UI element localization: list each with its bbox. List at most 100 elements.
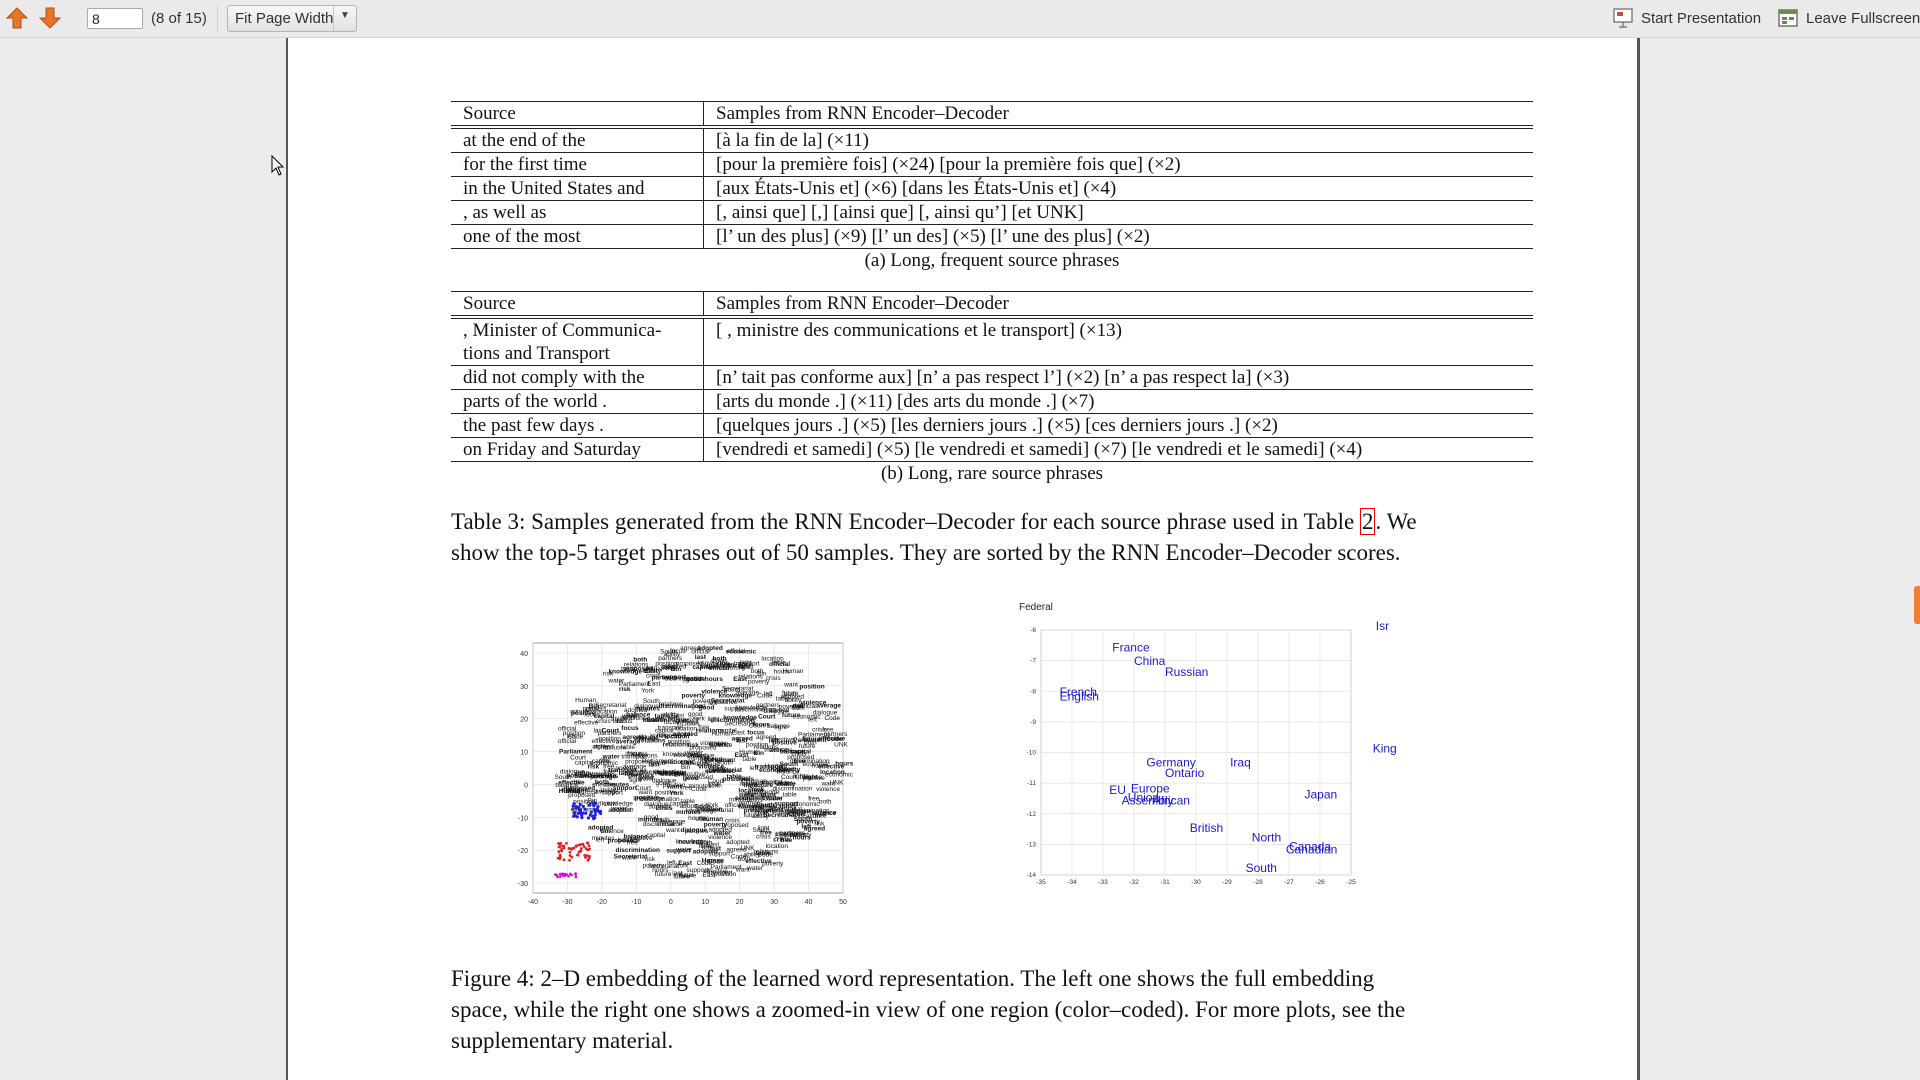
embedding-word: free: [822, 727, 834, 734]
embedding-word: economic: [673, 752, 702, 759]
embedding-point-red: [583, 853, 587, 857]
embedding-full-plot: -40 -30 -20 -10 0 10 20 30 40 50 40 30 20 10 0 -10 -20 -3…: [518, 642, 854, 906]
arrow-up-icon[interactable]: [5, 6, 29, 30]
embedding-point-red: [575, 844, 578, 848]
embedding-word: balance: [626, 712, 651, 719]
viewer-toolbar: (8 of 15) Fit Page Width ▼ Start Present…: [0, 0, 1920, 38]
embedding-point-blue: [596, 805, 600, 809]
embedding-word: effective: [592, 782, 616, 789]
embedding-word: UNK: [712, 766, 726, 773]
embedding-word: ability: [776, 781, 795, 788]
embedding-word: Bin: [589, 703, 600, 710]
embedding-word: future: [680, 872, 697, 879]
embedding-word: York: [708, 782, 722, 789]
figure-4-caption: Figure 4: 2–D embedding of the learned w…: [451, 963, 1483, 1056]
embedding-word: Human: [575, 697, 596, 704]
embedding-word: table: [782, 780, 796, 787]
embedding-word: Code: [774, 780, 790, 787]
arrow-down-icon[interactable]: [38, 6, 62, 30]
embedding-word: Bin: [757, 671, 767, 678]
embedding-word: agreed: [769, 707, 790, 714]
embedding-word: left: [667, 859, 676, 866]
embedding-word: poverty: [615, 765, 637, 772]
start-presentation-button[interactable]: Start Presentation: [1612, 7, 1772, 31]
document-viewer[interactable]: Source Samples from RNN Encoder–Decoder …: [0, 38, 1920, 1080]
embedding-word: economic: [792, 801, 821, 808]
embedding-word: balance: [715, 699, 738, 706]
embedding-word: Parliament: [750, 807, 784, 814]
embedding-word: relations: [621, 715, 646, 722]
embedding-word: crisis: [773, 836, 790, 843]
embedding-word: economic: [825, 771, 854, 778]
leave-fullscreen-button[interactable]: Leave Fullscreen: [1777, 7, 1920, 31]
embedding-point-blue: [586, 816, 591, 820]
embedding-word: light: [740, 660, 752, 667]
embedding-word: location: [643, 717, 668, 724]
x-tick-label: 20: [736, 899, 744, 906]
page-number-input[interactable]: [87, 8, 143, 29]
table-cell: [pour la première fois] (×24) [pour la p…: [703, 152, 1533, 177]
embedding-word: positive: [683, 676, 705, 683]
embedding-point-red: [570, 855, 574, 859]
embedding-word: minutes: [689, 783, 713, 790]
x-tick-label: -40: [528, 899, 538, 906]
zoom-dropdown-toggle[interactable]: ▼: [333, 6, 356, 31]
embedding-word: water: [637, 776, 655, 783]
embedding-word: discrimination: [616, 847, 660, 854]
embedding-word: positive: [683, 771, 705, 778]
embedding-word: transport: [608, 767, 637, 774]
embedding-word: support: [687, 754, 709, 761]
zoom-select[interactable]: Fit Page Width ▼: [227, 5, 357, 32]
embedding-word: Code: [757, 851, 773, 858]
y-tick-label: -10: [1027, 750, 1037, 757]
embedding-word: proposed: [676, 660, 703, 667]
table-cell: the past few days .: [451, 413, 704, 438]
embedding-word: Parliament: [668, 717, 699, 724]
embedding-word: position: [573, 798, 596, 805]
embedding-word: water: [737, 803, 755, 810]
embedding-word: good: [740, 793, 755, 800]
embedding-word: proposed: [568, 792, 595, 799]
embedding-word: focus: [670, 648, 686, 655]
embedding-word: agreed: [732, 736, 753, 743]
embedding-word: position: [667, 738, 690, 745]
embedding-word: good: [686, 676, 702, 683]
x-tick-label: -35: [1036, 879, 1046, 886]
embedding-word: East: [678, 860, 693, 867]
embedding-word: risk: [645, 856, 656, 863]
embedding-point-blue: [583, 807, 587, 811]
embedding-point-red: [581, 842, 585, 846]
embedding-word: Code: [691, 786, 707, 793]
embedding-word: want: [820, 781, 835, 788]
embedding-word: effective: [574, 720, 598, 727]
table-cell: tions and Transport: [451, 342, 704, 366]
embedding-word: table: [783, 791, 797, 798]
embedding-word: relations: [638, 738, 665, 745]
embedding-word: balance: [618, 837, 641, 844]
x-tick-label: 10: [701, 899, 709, 906]
embedding-word: want: [665, 827, 680, 834]
embedding-point-red: [586, 841, 590, 845]
embedding-word: left: [567, 733, 576, 740]
embedding-word: both: [595, 779, 609, 786]
embedding-point-blue: [578, 808, 582, 812]
embedding-word: positive: [635, 795, 660, 802]
embedding-word: knowledge: [633, 796, 664, 803]
embedding-word: left: [764, 691, 773, 698]
embedding-word: Secretariat: [702, 807, 734, 814]
embedding-point-red: [577, 850, 581, 854]
scroll-position-marker[interactable]: [1914, 586, 1920, 624]
table-ref-link[interactable]: 2: [1359, 508, 1376, 535]
embedding-point-red: [584, 847, 588, 850]
y-tick-label: -10: [518, 815, 528, 822]
leave-fullscreen-label: Leave Fullscreen: [1806, 10, 1920, 27]
embedding-word: both: [819, 799, 832, 806]
embedding-word: light: [758, 825, 770, 832]
embedding-word: last: [740, 775, 750, 782]
embedding-word: both: [738, 856, 751, 863]
embedding-word: relations: [754, 744, 779, 751]
embedding-word: focus: [624, 771, 642, 778]
embedding-word: last: [710, 845, 722, 852]
embedding-word: Parliament: [619, 681, 650, 688]
embedding-word: positive: [760, 796, 782, 803]
